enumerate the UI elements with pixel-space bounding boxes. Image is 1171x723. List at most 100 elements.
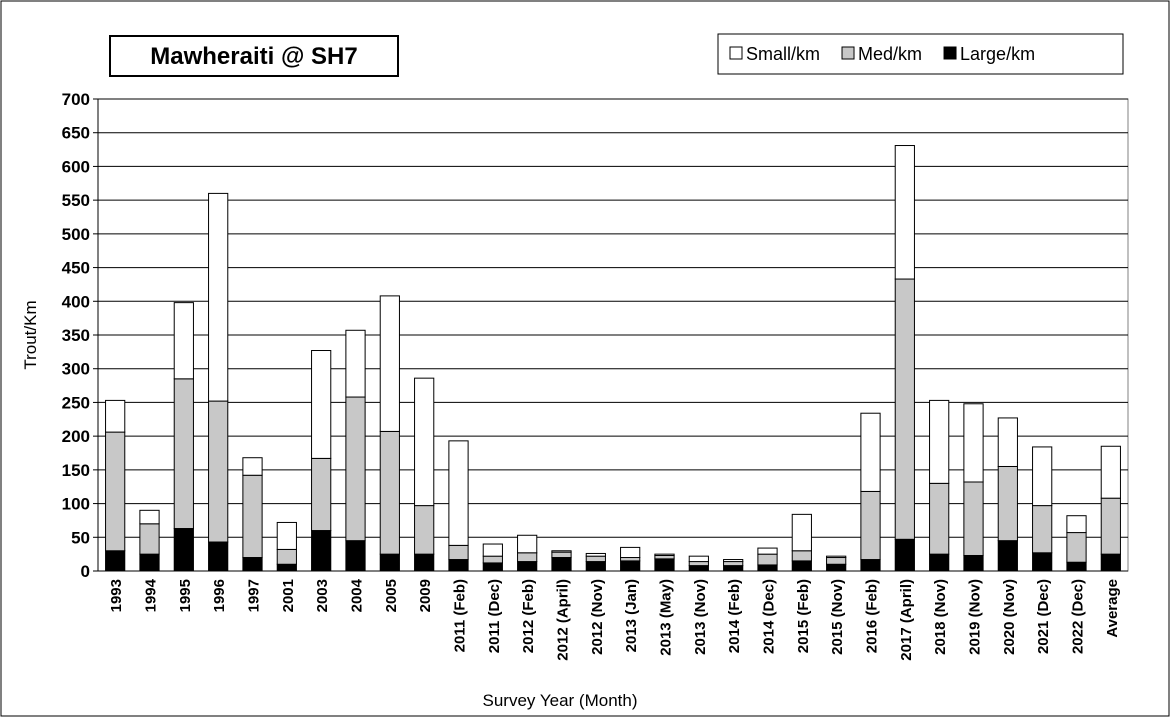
bar-segment bbox=[448, 544, 469, 561]
x-tick-label: 2013 (Nov) bbox=[692, 579, 709, 655]
bar-segment bbox=[276, 563, 297, 572]
bar-segment bbox=[208, 541, 229, 572]
legend-swatch bbox=[729, 46, 743, 60]
bar-segment bbox=[414, 377, 435, 507]
bar-segment bbox=[620, 546, 641, 559]
bar-segment bbox=[105, 431, 126, 552]
bar-segment bbox=[894, 538, 915, 572]
bar-segment bbox=[585, 561, 606, 572]
legend-swatch bbox=[841, 46, 855, 60]
bar-segment bbox=[139, 553, 160, 572]
x-tick-label: 2022 (Dec) bbox=[1070, 579, 1087, 654]
legend-label: Small/km bbox=[746, 44, 820, 64]
bar-segment bbox=[997, 465, 1018, 542]
y-tick-label: 250 bbox=[62, 393, 90, 412]
bar-segment bbox=[242, 474, 263, 559]
bar-segment bbox=[654, 558, 675, 572]
bar-segment bbox=[208, 192, 229, 402]
bar-segment bbox=[1066, 561, 1087, 572]
bar-segment bbox=[963, 481, 984, 556]
bar-segment bbox=[894, 278, 915, 540]
x-tick-label: 2009 bbox=[417, 579, 434, 612]
bar-segment bbox=[997, 540, 1018, 572]
chart-title: Mawheraiti @ SH7 bbox=[150, 43, 357, 70]
y-tick-label: 300 bbox=[62, 360, 90, 379]
bar-segment bbox=[448, 440, 469, 546]
bar-segment bbox=[482, 562, 503, 572]
bar-segment bbox=[448, 559, 469, 572]
bar-segment bbox=[345, 540, 366, 572]
bar-segment bbox=[757, 564, 778, 572]
bar-segment bbox=[379, 295, 400, 432]
bar-segment bbox=[1066, 515, 1087, 534]
bar-segment bbox=[929, 399, 950, 484]
x-tick-label: 2017 (April) bbox=[898, 579, 915, 661]
bar-segment bbox=[551, 551, 572, 559]
bar-segment bbox=[345, 396, 366, 542]
bar-segment bbox=[654, 553, 675, 556]
bar-segment bbox=[173, 528, 194, 572]
bar-segment bbox=[242, 457, 263, 476]
bar-segment bbox=[929, 482, 950, 555]
bar-segment bbox=[482, 543, 503, 557]
bar-segment bbox=[517, 534, 538, 554]
bar-segment bbox=[276, 548, 297, 565]
bar-segment bbox=[1032, 505, 1053, 554]
bar-segment bbox=[482, 555, 503, 564]
x-tick-label: 2015 (Feb) bbox=[795, 579, 812, 653]
y-tick-label: 200 bbox=[62, 427, 90, 446]
bar-segment bbox=[585, 552, 606, 557]
x-tick-label: 1995 bbox=[177, 579, 194, 612]
legend-box bbox=[717, 33, 1124, 75]
bar-segment bbox=[173, 302, 194, 380]
bar-segment bbox=[757, 553, 778, 566]
y-tick-label: 0 bbox=[81, 562, 90, 581]
bar-segment bbox=[139, 509, 160, 525]
bar-segment bbox=[1066, 532, 1087, 563]
y-tick-label: 700 bbox=[62, 90, 90, 109]
x-tick-label: 1994 bbox=[143, 578, 160, 612]
bar-segment bbox=[757, 547, 778, 555]
bar-segment bbox=[311, 350, 332, 459]
bar-segment bbox=[929, 553, 950, 572]
bar-segment bbox=[997, 417, 1018, 467]
bar-segment bbox=[1032, 552, 1053, 572]
bar-segment bbox=[826, 555, 847, 559]
x-tick-label: 2020 (Nov) bbox=[1001, 579, 1018, 655]
y-tick-label: 550 bbox=[62, 191, 90, 210]
bar-segment bbox=[517, 552, 538, 563]
bar-segment bbox=[517, 561, 538, 572]
x-tick-label: 1996 bbox=[211, 579, 228, 612]
bar-segment bbox=[139, 523, 160, 555]
bar-segment bbox=[826, 557, 847, 565]
bar-segment bbox=[242, 557, 263, 572]
bar-segment bbox=[345, 329, 366, 398]
x-tick-label: 2021 (Dec) bbox=[1035, 579, 1052, 654]
x-tick-label: 2001 bbox=[280, 579, 297, 612]
bar-segment bbox=[620, 557, 641, 562]
bar-segment bbox=[963, 554, 984, 572]
bar-segment bbox=[1032, 446, 1053, 507]
legend-swatch bbox=[943, 46, 957, 60]
bar-segment bbox=[963, 403, 984, 483]
bar-segment bbox=[1100, 445, 1121, 499]
x-tick-label: 2013 (May) bbox=[658, 579, 675, 656]
bar-segment bbox=[585, 555, 606, 563]
x-tick-label: 2014 (Dec) bbox=[761, 579, 778, 654]
bar-segment bbox=[311, 457, 332, 532]
x-axis-label: Survey Year (Month) bbox=[483, 691, 638, 710]
bar-segment bbox=[688, 565, 709, 572]
y-tick-label: 100 bbox=[62, 495, 90, 514]
bar-segment bbox=[688, 561, 709, 567]
legend-label: Large/km bbox=[960, 44, 1035, 64]
bar-segment bbox=[826, 563, 847, 572]
x-tick-label: 2013 (Jan) bbox=[623, 579, 640, 652]
y-tick-label: 500 bbox=[62, 225, 90, 244]
x-tick-label: 2016 (Feb) bbox=[864, 579, 881, 653]
y-tick-label: 50 bbox=[71, 528, 90, 547]
legend-label: Med/km bbox=[858, 44, 922, 64]
bar-segment bbox=[379, 430, 400, 555]
x-tick-label: 2014 (Feb) bbox=[726, 579, 743, 653]
title-box bbox=[109, 35, 399, 77]
x-tick-label: 2005 bbox=[383, 579, 400, 612]
